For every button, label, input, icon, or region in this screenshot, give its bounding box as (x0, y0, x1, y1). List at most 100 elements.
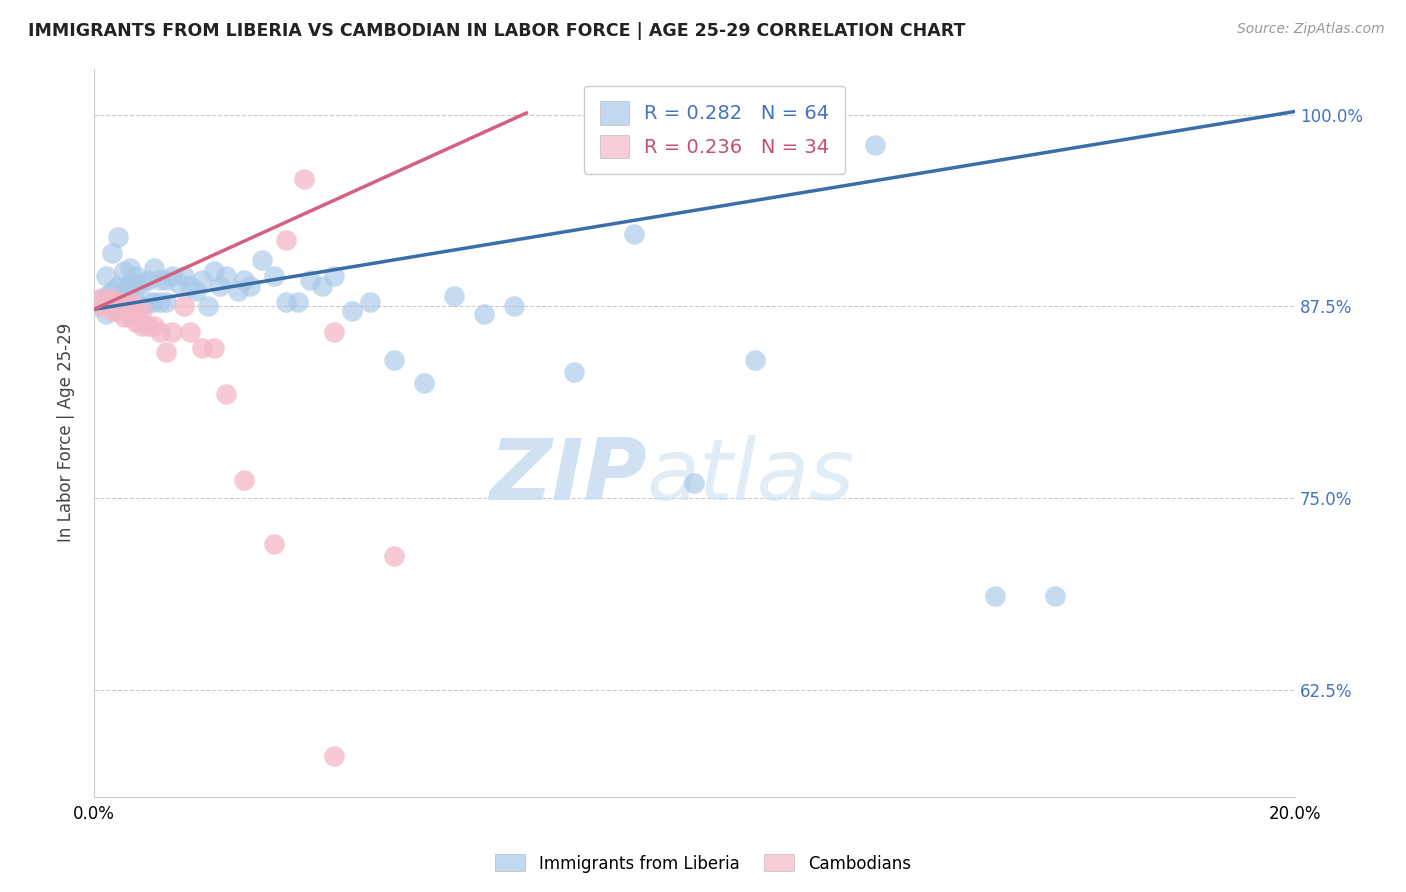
Point (215, 386, 238, 401)
Point (191, 341, 214, 355)
Point (683, 475, 706, 490)
Point (125, 268, 148, 283)
Point (299, 273, 322, 287)
Point (125, 294, 148, 309)
Point (472, 307, 495, 321)
Legend: Immigrants from Liberia, Cambodians: Immigrants from Liberia, Cambodians (489, 847, 917, 880)
Point (107, 294, 129, 309)
Point (564, 365, 586, 379)
Point (863, 138, 886, 153)
Point (89, 292, 111, 306)
Point (107, 294, 129, 309)
Point (112, 299, 135, 313)
Point (149, 326, 172, 340)
Point (623, 227, 645, 242)
Point (118, 279, 141, 293)
Point (89, 299, 111, 313)
Point (94, 268, 117, 283)
Point (274, 294, 297, 309)
Point (112, 294, 135, 309)
Point (143, 260, 166, 275)
Point (107, 304, 129, 318)
Point (226, 284, 249, 298)
Point (382, 549, 405, 564)
Point (118, 310, 141, 324)
Point (149, 294, 172, 309)
Point (340, 304, 363, 318)
Point (131, 319, 153, 334)
Point (131, 304, 153, 318)
Point (107, 230, 129, 244)
Point (118, 260, 141, 275)
Point (101, 304, 124, 318)
Legend: R = 0.282   N = 64, R = 0.236   N = 34: R = 0.282 N = 64, R = 0.236 N = 34 (583, 86, 845, 174)
Point (179, 279, 201, 293)
Point (323, 748, 346, 763)
Point (443, 288, 465, 302)
Point (131, 299, 153, 313)
Point (101, 299, 124, 313)
Point (359, 294, 381, 309)
Point (250, 253, 273, 268)
Point (173, 268, 195, 283)
Point (89, 292, 111, 306)
Point (382, 353, 405, 368)
Text: ZIP: ZIP (489, 435, 647, 518)
Point (112, 279, 135, 293)
Point (118, 294, 141, 309)
Point (263, 537, 285, 551)
Point (202, 341, 225, 355)
Point (94, 288, 117, 302)
Point (155, 345, 177, 359)
Point (233, 273, 256, 287)
Point (191, 273, 214, 287)
Point (215, 268, 238, 283)
Point (118, 294, 141, 309)
Text: IMMIGRANTS FROM LIBERIA VS CAMBODIAN IN LABOR FORCE | AGE 25-29 CORRELATION CHAR: IMMIGRANTS FROM LIBERIA VS CAMBODIAN IN … (28, 22, 966, 40)
Point (287, 294, 309, 309)
Point (233, 473, 256, 487)
Point (136, 273, 159, 287)
Point (125, 315, 148, 329)
Point (239, 279, 262, 293)
Point (311, 279, 333, 293)
Point (292, 172, 315, 186)
Point (179, 326, 201, 340)
Point (94, 292, 117, 306)
Point (112, 264, 135, 278)
Point (744, 353, 766, 368)
Point (112, 310, 135, 324)
Point (323, 326, 346, 340)
Point (167, 277, 190, 291)
Point (274, 233, 297, 247)
Point (143, 294, 166, 309)
Point (202, 264, 225, 278)
Text: Source: ZipAtlas.com: Source: ZipAtlas.com (1237, 22, 1385, 37)
Point (173, 299, 195, 313)
Point (94, 299, 117, 313)
Point (160, 268, 183, 283)
Point (197, 299, 219, 313)
Point (107, 279, 129, 293)
Point (263, 268, 285, 283)
Point (131, 277, 153, 291)
Point (155, 294, 177, 309)
Point (94, 307, 117, 321)
Point (89, 299, 111, 313)
Point (101, 284, 124, 298)
Point (155, 273, 177, 287)
Point (149, 273, 172, 287)
Point (136, 319, 159, 334)
Y-axis label: In Labor Force | Age 25-29: In Labor Force | Age 25-29 (58, 323, 75, 542)
Point (209, 279, 232, 293)
Point (101, 292, 124, 306)
Point (323, 268, 346, 283)
Point (101, 245, 124, 260)
Point (503, 299, 526, 313)
Point (101, 294, 124, 309)
Point (125, 279, 148, 293)
Point (184, 284, 207, 298)
Point (136, 294, 159, 309)
Point (143, 319, 166, 334)
Point (125, 299, 148, 313)
